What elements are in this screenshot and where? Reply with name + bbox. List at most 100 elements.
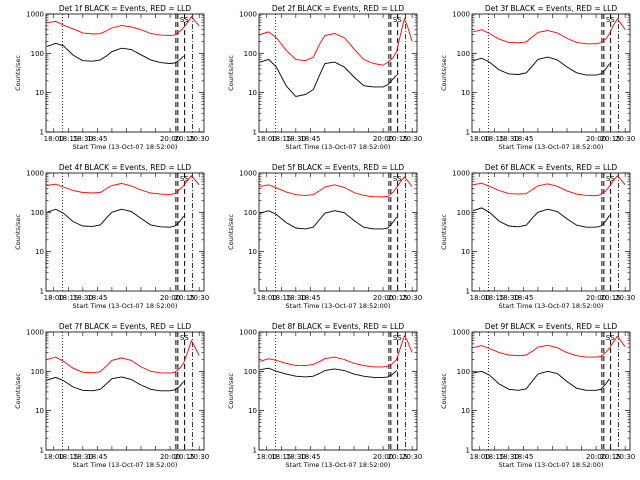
x-tick-label: 20:30: [615, 135, 635, 143]
x-tick-label: 18:30: [73, 453, 93, 461]
y-axis-label: Counts/sec: [14, 55, 22, 91]
x-tick-label: 18:30: [286, 294, 306, 302]
x-axis-label: Start Time (13-Oct-07 18:52:00): [73, 461, 178, 469]
x-tick-label: 18:15: [484, 294, 504, 302]
x-tick-label: 20:15: [175, 135, 195, 143]
panel-2: Det 2f BLACK = Events, RED = LLD 1 10 100 10…: [227, 4, 422, 151]
x-axis-label: Start Time (13-Oct-07 18:52:00): [286, 461, 391, 469]
y-tick-label: 1000: [26, 11, 44, 19]
x-tick-label: 20:00: [160, 453, 180, 461]
x-axis-label: Start Time (13-Oct-07 18:52:00): [499, 461, 604, 469]
lld-series-line: [259, 334, 413, 368]
y-tick-label: 10: [461, 248, 470, 256]
panel-1: Det 1f BLACK = Events, RED = LLD 1 10 100 10…: [14, 4, 209, 151]
y-tick-label: 1000: [239, 11, 257, 19]
x-tick-label: 18:00: [44, 453, 64, 461]
lld-series-line: [259, 176, 413, 198]
y-tick-label: 10: [35, 248, 44, 256]
y-axis-label: Counts/sec: [227, 373, 235, 409]
plot-frame: [471, 331, 631, 451]
plot-frame: [258, 172, 418, 292]
x-tick-label: 18:15: [271, 294, 291, 302]
x-tick-label: 18:45: [513, 294, 533, 302]
y-tick-label: 10: [461, 407, 470, 415]
y-tick-label: 1: [466, 288, 470, 296]
y-tick-label: 1: [253, 447, 257, 455]
plot-frame: [45, 13, 205, 133]
ss-annotation: SS: [606, 175, 615, 183]
y-tick-label: 1000: [239, 170, 257, 178]
lld-series-line: [46, 16, 200, 36]
y-axis-label: Counts/sec: [440, 214, 448, 250]
y-tick-label: 100: [31, 209, 44, 217]
y-tick-label: 10: [248, 248, 257, 256]
lld-series-line: [259, 17, 413, 66]
x-tick-label: 20:30: [402, 294, 422, 302]
x-tick-label: 18:30: [286, 135, 306, 143]
x-tick-label: 18:30: [73, 135, 93, 143]
x-tick-label: 18:00: [44, 135, 64, 143]
x-tick-label: 20:30: [189, 453, 209, 461]
x-tick-label: 20:00: [373, 294, 393, 302]
y-tick-label: 100: [244, 50, 257, 58]
y-tick-label: 1: [40, 447, 44, 455]
x-axis-label: Start Time (13-Oct-07 18:52:00): [286, 302, 391, 310]
x-axis-label: Start Time (13-Oct-07 18:52:00): [73, 143, 178, 151]
y-tick-label: 1000: [452, 11, 470, 19]
lld-series-line: [472, 335, 626, 358]
y-tick-label: 10: [248, 89, 257, 97]
x-tick-label: 18:15: [271, 453, 291, 461]
x-tick-label: 18:15: [58, 294, 78, 302]
panel-title: Det 2f BLACK = Events, RED = LLD: [272, 4, 405, 13]
panel-title: Det 4f BLACK = Events, RED = LLD: [59, 163, 192, 172]
ss-annotation: SS: [180, 175, 189, 183]
panel-title: Det 7f BLACK = Events, RED = LLD: [59, 322, 192, 331]
x-tick-label: 18:30: [286, 453, 306, 461]
plot-frame: [258, 13, 418, 133]
ss-annotation: SS: [606, 16, 615, 24]
ss-annotation: SS: [180, 334, 189, 342]
x-axis-label: Start Time (13-Oct-07 18:52:00): [286, 143, 391, 151]
panel-3: Det 3f BLACK = Events, RED = LLD 1 10 100 10…: [440, 4, 635, 151]
events-series-line: [472, 56, 610, 76]
x-tick-label: 20:00: [373, 453, 393, 461]
ss-annotation: SS: [393, 334, 402, 342]
panel-8: Det 8f BLACK = Events, RED = LLD 1 10 100 10…: [227, 322, 422, 469]
x-tick-label: 20:30: [189, 294, 209, 302]
x-tick-label: 18:00: [257, 135, 277, 143]
events-series-line: [472, 207, 610, 228]
x-axis-label: Start Time (13-Oct-07 18:52:00): [499, 143, 604, 151]
x-tick-label: 18:30: [73, 294, 93, 302]
y-axis-label: Counts/sec: [227, 214, 235, 250]
events-series-line: [259, 58, 397, 97]
y-tick-label: 1: [466, 447, 470, 455]
x-tick-label: 18:00: [470, 294, 490, 302]
x-tick-label: 20:00: [160, 294, 180, 302]
events-series-line: [259, 210, 397, 230]
x-tick-label: 20:30: [615, 294, 635, 302]
x-tick-label: 18:45: [513, 135, 533, 143]
x-tick-label: 18:45: [87, 294, 107, 302]
x-tick-label: 18:45: [300, 294, 320, 302]
x-tick-label: 18:00: [257, 294, 277, 302]
panel-title: Det 9f BLACK = Events, RED = LLD: [485, 322, 618, 331]
ss-annotation: SS: [393, 175, 402, 183]
y-tick-label: 1000: [26, 170, 44, 178]
plot-frame: [258, 331, 418, 451]
panel-title: Det 3f BLACK = Events, RED = LLD: [485, 4, 618, 13]
x-tick-label: 20:00: [160, 135, 180, 143]
y-axis-label: Counts/sec: [227, 55, 235, 91]
plot-frame: [45, 172, 205, 292]
x-tick-label: 18:30: [499, 294, 519, 302]
ss-annotation: SS: [606, 334, 615, 342]
panel-5: Det 5f BLACK = Events, RED = LLD 1 10 100 10…: [227, 163, 422, 310]
x-tick-label: 20:15: [388, 294, 408, 302]
lld-series-line: [46, 175, 200, 195]
y-axis-label: Counts/sec: [14, 214, 22, 250]
x-tick-label: 18:45: [87, 135, 107, 143]
x-tick-label: 18:45: [300, 135, 320, 143]
y-tick-label: 1: [40, 288, 44, 296]
y-tick-label: 10: [35, 407, 44, 415]
ss-annotation: SS: [180, 16, 189, 24]
